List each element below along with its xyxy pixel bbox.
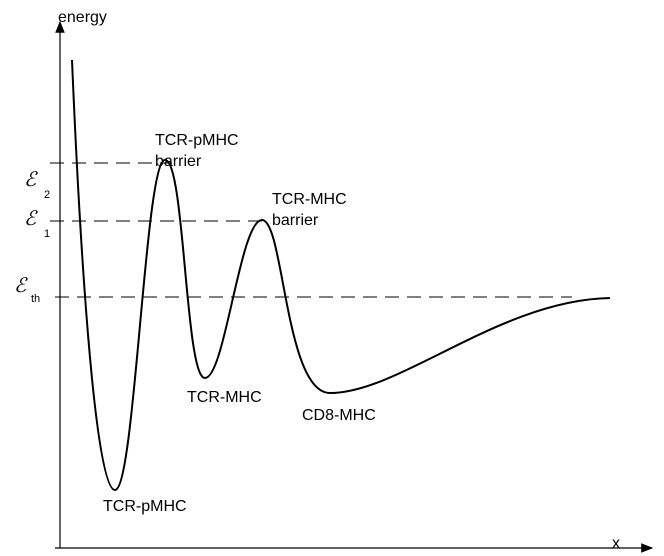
level-symbol: ℰ bbox=[24, 167, 38, 191]
level-subscript: 1 bbox=[44, 228, 50, 240]
y-axis-label: energy bbox=[58, 9, 107, 26]
energy-levels bbox=[50, 162, 572, 298]
barrier-label: TCR-MHC bbox=[272, 191, 347, 208]
level-subscript: th bbox=[31, 293, 40, 305]
well-label: TCR-pMHC bbox=[103, 498, 187, 515]
well-label: CD8-MHC bbox=[302, 407, 376, 424]
barrier-label: TCR-pMHC bbox=[155, 132, 239, 149]
barrier-label: barrier bbox=[272, 212, 319, 229]
level-subscript: 2 bbox=[44, 189, 50, 201]
energy-curve bbox=[71, 59, 611, 492]
level-symbol: ℰ bbox=[24, 206, 38, 230]
x-axis-label: x bbox=[612, 535, 620, 552]
well-label: TCR-MHC bbox=[187, 389, 262, 406]
level-symbol: ℰ bbox=[14, 273, 28, 297]
barrier-label: barrier bbox=[155, 153, 202, 170]
